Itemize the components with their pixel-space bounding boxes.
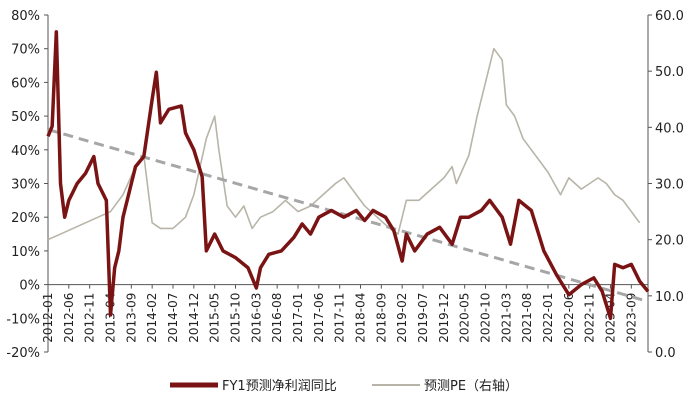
x-tick-label: 2020-10 — [479, 293, 493, 343]
x-tick-label: 2014-07 — [166, 293, 180, 343]
left-tick-label: 30% — [11, 178, 40, 193]
x-tick-label: 2022-01 — [541, 293, 555, 343]
x-tick-label: 2012-11 — [83, 293, 97, 343]
left-tick-label: 70% — [11, 43, 40, 58]
left-tick-label: 60% — [11, 76, 40, 91]
x-tick-label: 2017-01 — [291, 293, 305, 343]
legend-label-pe: 预测PE（右轴） — [424, 379, 518, 394]
x-tick-label: 2017-06 — [312, 293, 326, 343]
x-tick-label: 2013-04 — [104, 293, 118, 343]
right-tick-label: 10.0 — [655, 290, 684, 305]
left-tick-label: 0% — [19, 279, 40, 294]
x-tick-label: 2021-03 — [499, 293, 513, 343]
x-tick-label: 2022-06 — [562, 293, 576, 343]
left-tick-label: 40% — [11, 144, 40, 159]
x-tick-label: 2018-04 — [354, 293, 368, 343]
right-tick-label: 0.0 — [655, 346, 676, 361]
x-tick-label: 2017-11 — [333, 293, 347, 343]
left-tick-label: -10% — [6, 312, 40, 327]
x-tick-label: 2018-09 — [374, 293, 388, 343]
right-tick-label: 50.0 — [655, 65, 684, 80]
x-tick-label: 2020-05 — [458, 293, 472, 343]
x-tick-label: 2019-07 — [416, 293, 430, 343]
x-tick-label: 2013-09 — [124, 293, 138, 343]
x-tick-label: 2019-12 — [437, 293, 451, 343]
x-tick-label: 2016-08 — [270, 293, 284, 343]
profit-growth-series-line — [46, 30, 650, 321]
left-tick-label: 80% — [11, 9, 40, 24]
x-tick-label: 2012-06 — [62, 293, 76, 343]
x-tick-label: 2014-12 — [187, 293, 201, 343]
x-tick-label: 2014-02 — [145, 293, 159, 343]
left-tick-label: 20% — [11, 211, 40, 226]
left-tick-label: 50% — [11, 110, 40, 125]
right-tick-label: 30.0 — [655, 178, 684, 193]
left-tick-label: -20% — [6, 346, 40, 361]
pe-series-line — [47, 47, 641, 241]
plot-area — [46, 30, 650, 321]
right-axis-ticks: 0.0 10.0 20.0 30.0 40.0 50.0 60.0 — [648, 9, 684, 361]
right-tick-label: 60.0 — [655, 9, 684, 24]
right-tick-label: 40.0 — [655, 121, 684, 136]
x-tick-label: 2015-05 — [208, 293, 222, 343]
x-tick-label: 2021-08 — [520, 293, 534, 343]
right-tick-label: 20.0 — [655, 234, 684, 249]
left-axis-ticks: -20% -10% 0% 10% 20% 30% 40% 50% 60% 70% 80% — [6, 9, 48, 361]
x-tick-label: 2023-09 — [624, 293, 638, 343]
legend: FY1预测净利润同比 预测PE（右轴） — [170, 379, 518, 394]
x-tick-label: 2019-02 — [395, 293, 409, 343]
legend-label-profit-growth: FY1预测净利润同比 — [222, 379, 337, 394]
x-tick-label: 2022-11 — [583, 293, 597, 343]
x-tick-label: 2016-03 — [249, 293, 263, 343]
x-axis-ticks: 2012-01 2012-06 2012-11 2013-04 2013-09 2014-… — [41, 284, 638, 343]
x-tick-label: 2012-01 — [41, 293, 55, 343]
x-tick-label: 2015-10 — [229, 293, 243, 343]
left-tick-label: 10% — [11, 245, 40, 260]
